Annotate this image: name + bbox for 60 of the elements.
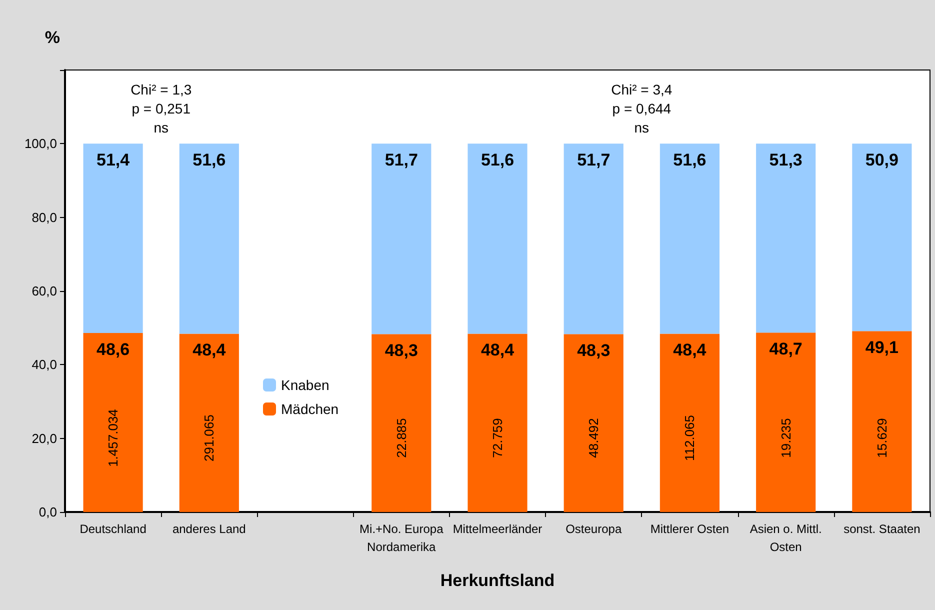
legend-label: Mädchen xyxy=(281,401,339,417)
annotation: 48.492 xyxy=(586,418,602,458)
x-tick-label: Mittelmeerländer xyxy=(452,522,542,536)
y-axis-title: % xyxy=(44,28,60,47)
annotation: 19.235 xyxy=(778,418,794,458)
bar xyxy=(660,144,720,334)
bar xyxy=(660,334,720,512)
y-tick-label: 80,0 xyxy=(32,210,57,225)
annotation: 1.457.034 xyxy=(106,409,121,467)
data-label: 48,3 xyxy=(384,341,418,360)
data-label: 51,3 xyxy=(769,150,802,170)
y-tick-label: 20,0 xyxy=(32,430,57,446)
x-tick-label: sonst. Staaten xyxy=(844,522,920,536)
data-label: 48,4 xyxy=(192,340,226,360)
data-label: 48,4 xyxy=(673,340,707,360)
data-label: 51,4 xyxy=(96,150,130,170)
y-tick-label: 60,0 xyxy=(32,284,57,298)
y-tick-label: 100,0 xyxy=(24,136,57,152)
bar xyxy=(564,144,624,334)
data-label: 51,6 xyxy=(480,150,514,170)
annotation: 22.885 xyxy=(394,418,409,458)
annotation: Chi² = 1,3 p = 0,251 ns xyxy=(130,82,192,136)
x-axis-title: Herkunftsland xyxy=(440,571,555,590)
bar xyxy=(83,144,143,333)
bar xyxy=(179,144,239,334)
bar xyxy=(83,332,143,512)
bar xyxy=(852,331,912,512)
annotation: 72.759 xyxy=(490,418,505,458)
data-label: 50,9 xyxy=(865,150,898,170)
y-tick-label: 40,0 xyxy=(32,357,57,372)
y-tick-label: 0,0 xyxy=(38,504,57,520)
data-label: 48,4 xyxy=(480,340,515,360)
data-label: 48,3 xyxy=(577,341,610,360)
x-tick-label: Osteuropa xyxy=(566,522,622,536)
x-tick-label: Asien o. Mittl. Osten xyxy=(750,522,822,554)
x-tick-label: Deutschland xyxy=(80,522,146,536)
annotation: 15.629 xyxy=(874,418,890,458)
data-label: 48,6 xyxy=(96,340,130,359)
bar xyxy=(756,144,816,333)
bar xyxy=(756,332,816,512)
annotation: 291.065 xyxy=(202,414,217,462)
bar xyxy=(564,334,624,512)
x-tick-label: anderes Land xyxy=(172,522,246,536)
data-label: 51,6 xyxy=(673,150,706,170)
bar xyxy=(468,144,528,334)
data-label: 51,7 xyxy=(384,150,418,170)
data-label: 51,7 xyxy=(577,150,610,170)
data-label: 49,1 xyxy=(865,338,898,358)
x-tick-label: Mittlerer Osten xyxy=(650,522,730,536)
bar xyxy=(372,334,432,512)
x-tick-label: Mi.+No. Europa Nordamerika xyxy=(360,522,444,554)
bar xyxy=(372,144,432,334)
bar xyxy=(179,334,239,512)
legend-label: Knaben xyxy=(281,377,330,393)
annotation: Chi² = 3,4 p = 0,644 ns xyxy=(611,82,672,136)
bar xyxy=(468,334,528,512)
data-label: 48,7 xyxy=(769,340,802,359)
annotation: 112.065 xyxy=(682,414,698,462)
data-label: 51,6 xyxy=(192,150,226,170)
bar xyxy=(852,144,912,332)
